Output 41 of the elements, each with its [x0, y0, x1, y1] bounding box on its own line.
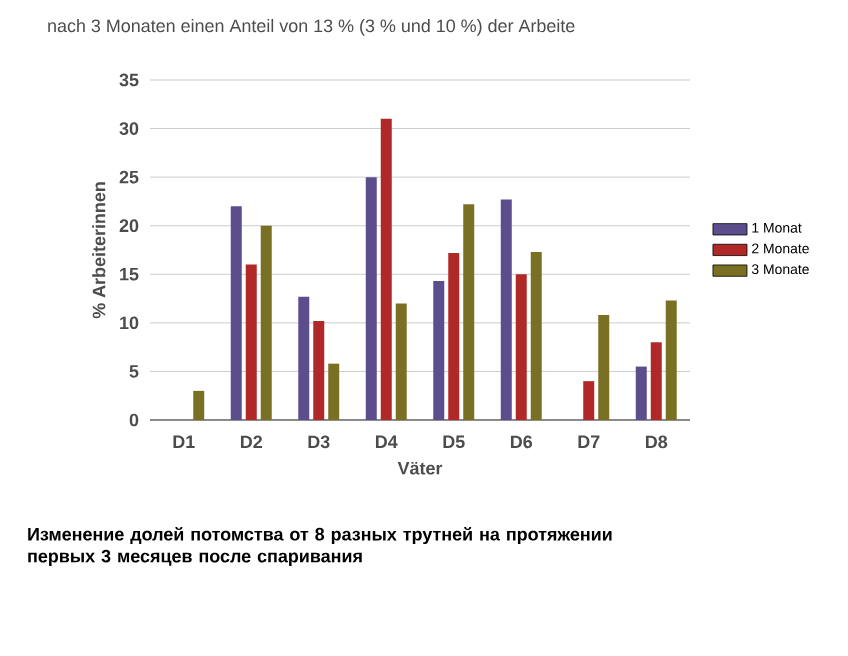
x-axis-title: Väter: [397, 461, 443, 475]
y-tick-label: 0: [129, 413, 139, 427]
bar: [260, 225, 272, 420]
y-tick-label: 15: [120, 268, 139, 281]
x-tick-label: D1: [173, 435, 195, 448]
bar: [598, 315, 610, 420]
bar: [313, 320, 325, 420]
y-tick-label: 25: [119, 170, 139, 184]
bar: [380, 118, 392, 420]
bar: [230, 206, 242, 420]
text: nach 3 Monaten einen Anteil von 13 % (3 % und 10 %) der Arbeite: [48, 19, 575, 36]
bar: [463, 204, 475, 420]
x-tick-label: D2: [240, 435, 262, 449]
y-tick-label: 30: [119, 122, 139, 135]
x-tick-label: D6: [510, 435, 533, 449]
x-tick-label: D7: [578, 435, 600, 448]
bar: [328, 363, 340, 420]
bar: [500, 199, 512, 420]
y-tick-label: 20: [119, 219, 139, 233]
text: Изменение долей потомства от 8 разных трутней на протяжении первых 3 месяцев после спаривания: [28, 527, 612, 567]
bar: [245, 264, 257, 420]
x-tick-label: D3: [308, 435, 330, 449]
bar: [395, 303, 407, 420]
bar: [583, 381, 595, 420]
y-tick-label: 35: [119, 73, 139, 87]
bar: [448, 252, 460, 420]
x-tick-label: D4: [375, 435, 398, 448]
bar: [635, 366, 647, 420]
x-tick-label: D5: [443, 435, 465, 449]
bar: [365, 177, 377, 420]
bar: [665, 300, 677, 420]
bar: [530, 251, 542, 420]
bar: [433, 281, 445, 420]
y-axis-title: % Arbeiterinnen: [92, 182, 106, 319]
bar: [650, 342, 662, 420]
y-tick-label: 10: [120, 316, 139, 330]
y-tick-label: 5: [129, 365, 139, 378]
bar: [298, 296, 310, 420]
bar: [515, 274, 527, 420]
bar: [193, 390, 205, 420]
x-tick-label: D8: [645, 435, 668, 449]
